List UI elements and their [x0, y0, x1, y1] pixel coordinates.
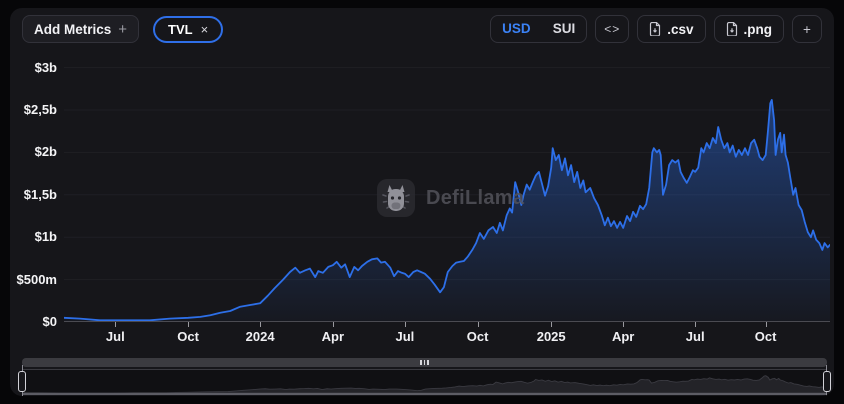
x-axis-tick-label: Apr — [321, 329, 345, 344]
x-axis-tick-mark — [404, 322, 406, 327]
more-options-button[interactable]: + — [792, 15, 822, 43]
x-axis-tick-label: Oct — [177, 329, 199, 344]
plot-area[interactable] — [64, 60, 830, 322]
y-axis-tick-label: $0 — [42, 314, 57, 329]
y-axis-tick-label: $1b — [34, 229, 57, 245]
scrollbar-grip-icon[interactable] — [420, 360, 429, 365]
chart-card: Add Metrics + TVL × USD SUI <> — [10, 8, 834, 396]
zoom-scrollbar[interactable] — [22, 358, 827, 367]
plus-icon: + — [118, 20, 128, 38]
x-axis-tick-mark — [115, 322, 117, 327]
x-axis-tick-label: Oct — [466, 329, 489, 344]
tvl-chip-label: TVL — [168, 21, 193, 37]
main-chart-svg — [64, 67, 830, 322]
mini-chart-svg — [22, 375, 827, 393]
x-axis-tick-label: 2024 — [245, 329, 275, 344]
y-axis-labels: $0 $500m $1b $1,5b $2b $2,5b $3b — [10, 8, 57, 348]
close-icon[interactable]: × — [200, 21, 209, 37]
toolbar-actions: USD SUI <> .csv — [490, 15, 822, 43]
x-axis-tick-mark — [765, 322, 767, 327]
x-axis-tick-mark — [188, 322, 190, 327]
file-download-icon — [726, 22, 738, 36]
x-axis-tick-mark — [695, 322, 697, 327]
brush-right-handle[interactable] — [823, 371, 831, 392]
y-axis-tick-label: $2,5b — [23, 102, 57, 118]
x-axis-tick-mark — [332, 322, 334, 327]
csv-button-label: .csv — [667, 21, 694, 37]
download-csv-button[interactable]: .csv — [637, 15, 706, 43]
png-button-label: .png — [743, 21, 773, 37]
y-axis-tick-label: $500m — [16, 271, 57, 287]
x-axis-tick-mark — [623, 322, 625, 327]
embed-code-button[interactable]: <> — [595, 15, 630, 43]
x-axis-tick-mark — [551, 322, 553, 327]
brush-left-handle[interactable] — [18, 371, 26, 392]
tvl-metric-chip[interactable]: TVL × — [153, 15, 224, 43]
x-axis-tick-label: Apr — [611, 329, 635, 344]
x-axis-tick-label: Jul — [685, 329, 705, 344]
chart-toolbar: Add Metrics + TVL × USD SUI <> — [22, 14, 822, 44]
code-brackets-icon: <> — [604, 22, 621, 36]
x-axis-tick-mark — [477, 322, 479, 327]
y-axis-tick-label: $2b — [34, 144, 57, 160]
y-axis-tick-label: $3b — [34, 59, 57, 75]
x-axis-tick-label: 2025 — [536, 329, 566, 344]
add-metrics-button[interactable]: Add Metrics + — [22, 15, 140, 43]
download-png-button[interactable]: .png — [713, 15, 784, 43]
y-axis-tick-label: $1,5b — [23, 186, 57, 202]
x-axis-tick-label: Jul — [105, 329, 125, 344]
add-metrics-label: Add Metrics — [34, 21, 112, 37]
time-range-brush — [18, 358, 831, 396]
x-axis-tick-mark — [260, 322, 262, 327]
currency-option-sui[interactable]: SUI — [552, 21, 576, 36]
plus-icon: + — [803, 21, 811, 37]
x-axis-tick-label: Jul — [395, 329, 415, 344]
currency-toggle: USD SUI — [490, 15, 588, 43]
brush-mini-chart[interactable] — [22, 369, 827, 395]
currency-option-usd[interactable]: USD — [502, 21, 531, 36]
x-axis-tick-label: Oct — [754, 329, 777, 344]
file-download-icon — [649, 22, 661, 36]
